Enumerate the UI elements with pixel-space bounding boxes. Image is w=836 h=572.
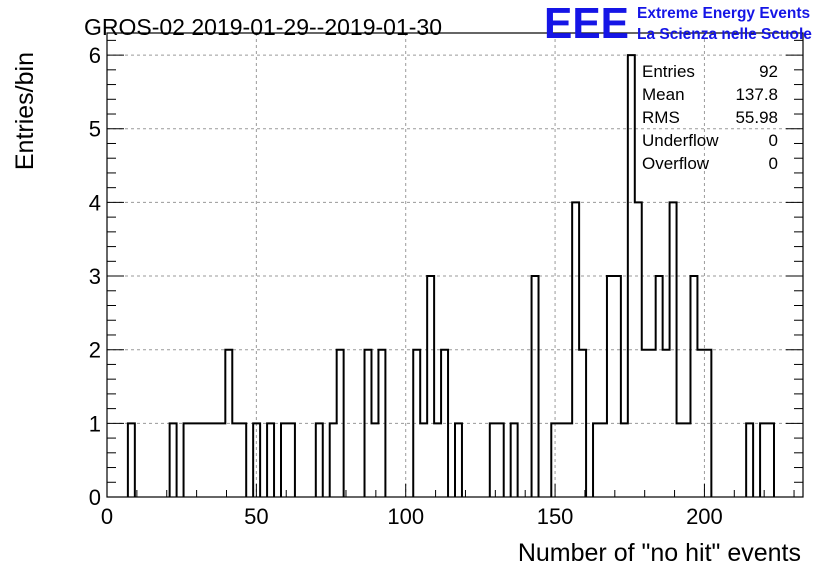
stats-rms-value: 55.98 <box>735 108 778 127</box>
stats-mean-label: Mean <box>642 85 685 104</box>
stats-mean-value: 137.8 <box>735 85 778 104</box>
histogram-bin <box>511 423 518 497</box>
stats-entries-label: Entries <box>642 62 695 81</box>
histogram-bin <box>490 423 497 497</box>
histogram-bin <box>497 423 504 497</box>
x-tick-label: 100 <box>387 504 424 529</box>
histogram-bin <box>420 423 427 497</box>
eee-logo: EEE Extreme Energy Events La Scienza nel… <box>544 0 812 48</box>
histogram-bin <box>184 423 191 497</box>
x-tick-label: 150 <box>537 504 574 529</box>
x-tick-label: 0 <box>101 504 113 529</box>
x-axis-label: Number of "no hit" events <box>518 539 801 567</box>
histogram-bin <box>170 423 177 497</box>
eee-logo-line2: La Scienza nelle Scuole <box>637 26 812 43</box>
histogram-bin <box>204 423 211 497</box>
histogram-bin <box>684 423 691 497</box>
histogram-bin <box>600 423 607 497</box>
y-tick-label: 6 <box>89 43 101 68</box>
histogram-bin <box>532 276 539 497</box>
stats-rms-label: RMS <box>642 108 680 127</box>
y-tick-label: 5 <box>89 117 101 142</box>
histogram-bin <box>239 423 246 497</box>
histogram-bin <box>614 276 621 497</box>
y-axis-label: Entries/bin <box>11 52 39 170</box>
y-tick-label: 0 <box>89 485 101 510</box>
histogram-bin <box>288 423 295 497</box>
y-tick-label: 2 <box>89 338 101 363</box>
histogram-bin <box>267 423 274 497</box>
eee-logo-mark: EEE <box>544 0 629 48</box>
x-axis-ticks: 0 50 100 150 200 <box>101 484 795 529</box>
y-axis-ticks: 0 1 2 3 4 5 6 <box>89 39 803 510</box>
histogram-bin <box>558 423 565 497</box>
histogram-bin <box>128 423 135 497</box>
histogram-bin <box>191 423 198 497</box>
chart-title: GROS-02 2019-01-29--2019-01-30 <box>84 14 442 40</box>
histogram-bin <box>434 423 441 497</box>
stats-underflow-label: Underflow <box>642 131 719 150</box>
plot-frame <box>106 32 804 498</box>
histogram-bin <box>330 423 337 497</box>
histogram-bin <box>316 423 323 497</box>
histogram-bin <box>607 276 614 497</box>
y-tick-label: 4 <box>89 190 101 215</box>
x-tick-label: 200 <box>686 504 723 529</box>
histogram-bin <box>690 276 697 497</box>
histogram-bin <box>232 423 239 497</box>
y-tick-label: 3 <box>89 264 101 289</box>
x-tick-label: 50 <box>244 504 268 529</box>
histogram-bin <box>281 423 288 497</box>
histogram-bin <box>621 423 628 497</box>
histogram-bin <box>218 423 225 497</box>
histogram-outline <box>126 54 775 497</box>
histogram-bin <box>593 423 600 497</box>
histogram-bin <box>371 423 378 497</box>
stats-entries-value: 92 <box>759 62 778 81</box>
histogram-bin <box>767 423 774 497</box>
histogram-bin <box>760 423 767 497</box>
stats-overflow-label: Overflow <box>642 154 710 173</box>
histogram-bin <box>565 423 572 497</box>
y-tick-label: 1 <box>89 411 101 436</box>
stats-underflow-value: 0 <box>769 131 778 150</box>
stats-overflow-value: 0 <box>769 154 778 173</box>
histogram-bin <box>455 423 462 497</box>
stats-box: Entries 92 Mean 137.8 RMS 55.98 Underflo… <box>642 62 778 173</box>
histogram-bin <box>211 423 218 497</box>
histogram-bin <box>656 276 663 497</box>
histogram-bin <box>746 423 753 497</box>
histogram-bin <box>197 423 204 497</box>
eee-logo-line1: Extreme Energy Events <box>637 5 810 22</box>
histogram-bin <box>427 276 434 497</box>
histogram-bin <box>677 423 684 497</box>
